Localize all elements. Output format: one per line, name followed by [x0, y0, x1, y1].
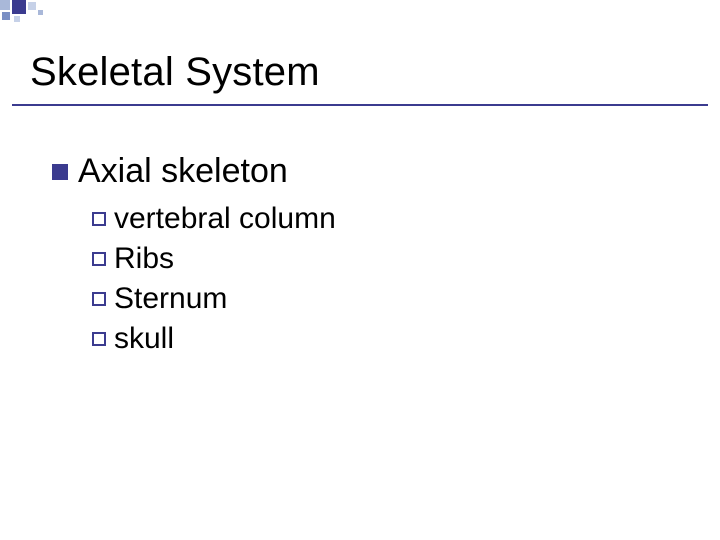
- sub-bullet-text: Ribs: [114, 242, 174, 276]
- deco-square: [12, 0, 26, 14]
- slide: Skeletal System Axial skeleton vertebral…: [0, 0, 720, 540]
- deco-square: [38, 10, 43, 15]
- sub-bullet-row: vertebral column: [92, 202, 336, 236]
- sub-bullet-row: Ribs: [92, 242, 336, 276]
- sub-bullet-text: skull: [114, 322, 174, 356]
- main-bullet-row: Axial skeleton: [52, 152, 288, 191]
- deco-square: [14, 16, 20, 22]
- main-bullet-text: Axial skeleton: [78, 152, 288, 191]
- slide-title: Skeletal System: [30, 50, 320, 95]
- sub-bullet-list: vertebral column Ribs Sternum skull: [92, 202, 336, 362]
- filled-square-bullet-icon: [52, 164, 68, 180]
- open-square-bullet-icon: [92, 332, 106, 346]
- deco-square: [2, 12, 10, 20]
- title-underline: [12, 104, 708, 106]
- sub-bullet-row: skull: [92, 322, 336, 356]
- deco-square: [0, 0, 10, 10]
- open-square-bullet-icon: [92, 212, 106, 226]
- open-square-bullet-icon: [92, 292, 106, 306]
- sub-bullet-text: vertebral column: [114, 202, 336, 236]
- open-square-bullet-icon: [92, 252, 106, 266]
- sub-bullet-row: Sternum: [92, 282, 336, 316]
- corner-decoration: [0, 0, 80, 24]
- sub-bullet-text: Sternum: [114, 282, 227, 316]
- deco-square: [28, 2, 36, 10]
